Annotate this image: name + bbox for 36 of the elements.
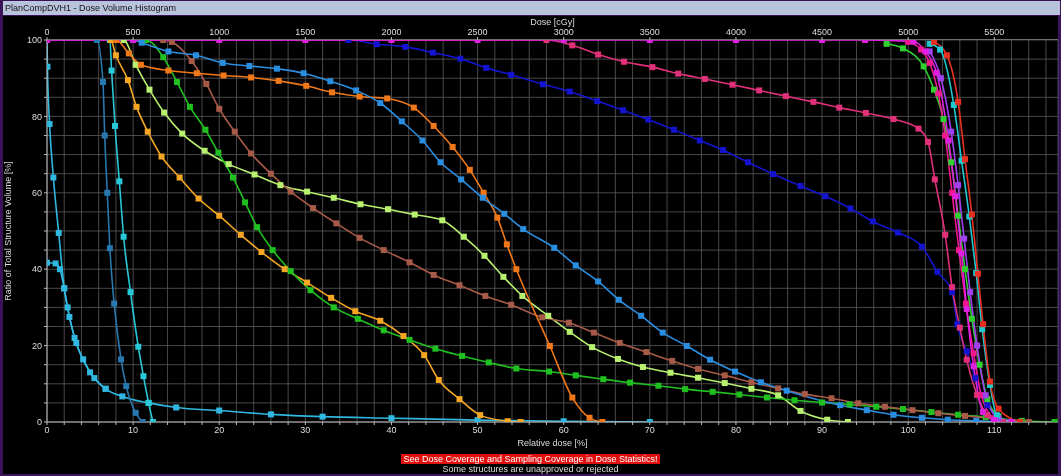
- x2-tick-label: 2000: [381, 27, 402, 37]
- x-tick-label: 60: [558, 425, 569, 436]
- text: Some structures are unapproved or rejected: [441, 464, 620, 474]
- x-tick-label: 10: [128, 425, 139, 436]
- y-tick-label: 100: [26, 35, 42, 46]
- y-tick-label: 0: [36, 417, 42, 428]
- y-tick-label: 60: [31, 188, 42, 198]
- x2-tick-label: 5500: [984, 27, 1005, 37]
- x2-tick-label: 500: [125, 27, 141, 37]
- chart-title: PlanCompDVH1 - Dose Volume Histogram: [3, 1, 1060, 15]
- x-axis-title: Relative dose [%]: [517, 438, 588, 448]
- y-tick-label: 40: [31, 264, 42, 275]
- x-tick-label: 40: [386, 425, 397, 436]
- x-tick-label: 30: [300, 425, 311, 436]
- y-axis-title: Ratio of Total Structure Volume [%]: [3, 161, 14, 301]
- y-tick-label: 20: [31, 340, 42, 351]
- x2-tick-label: 3500: [639, 27, 660, 37]
- x2-tick-label: 2500: [467, 27, 488, 37]
- x-tick-label: 80: [730, 425, 741, 436]
- x2-tick-label: 1000: [209, 27, 230, 37]
- x2-tick-label: 1500: [295, 27, 316, 37]
- x2-tick-label: 5000: [898, 27, 919, 37]
- x-tick-label: 20: [214, 425, 225, 436]
- x2-tick-label: 3000: [553, 27, 574, 37]
- x2-tick-label: 4500: [812, 27, 833, 37]
- x-tick-label: 70: [644, 425, 655, 436]
- x-tick-label: 90: [817, 425, 828, 436]
- x2-axis-title: Dose [cGy]: [530, 17, 575, 27]
- x-tick-label: 50: [472, 425, 483, 436]
- x-tick-label: 110: [987, 425, 1002, 436]
- x-tick-label: 100: [900, 425, 916, 436]
- y-tick-label: 80: [31, 111, 42, 122]
- x-tick-label: 0: [44, 425, 50, 436]
- text: See Dose Coverage and Sampling Coverage in Dose Statistics!: [401, 454, 660, 464]
- x2-tick-label: 0: [44, 27, 50, 37]
- x2-tick-label: 4000: [725, 27, 746, 37]
